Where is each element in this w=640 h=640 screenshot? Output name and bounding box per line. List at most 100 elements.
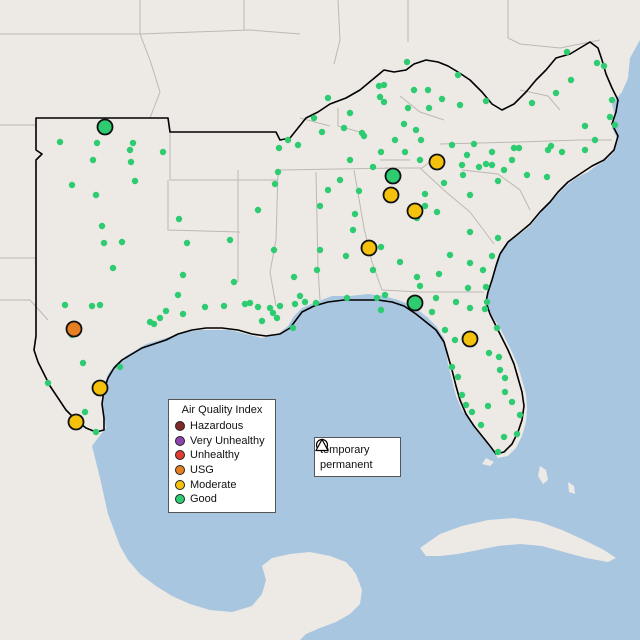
monitor-marker-moderate[interactable]: [428, 153, 446, 171]
monitor-marker-moderate[interactable]: [91, 379, 109, 397]
monitor-dot-good[interactable]: [501, 374, 509, 382]
monitor-dot-good[interactable]: [500, 166, 508, 174]
monitor-dot-good[interactable]: [516, 411, 524, 419]
monitor-dot-good[interactable]: [89, 156, 97, 164]
monitor-dot-good[interactable]: [68, 181, 76, 189]
monitor-dot-good[interactable]: [493, 324, 501, 332]
monitor-dot-good[interactable]: [174, 291, 182, 299]
monitor-dot-good[interactable]: [488, 148, 496, 156]
monitor-dot-good[interactable]: [296, 292, 304, 300]
monitor-dot-good[interactable]: [424, 86, 432, 94]
monitor-dot-good[interactable]: [375, 82, 383, 90]
monitor-dot-good[interactable]: [313, 266, 321, 274]
monitor-dot-good[interactable]: [454, 373, 462, 381]
monitor-marker-moderate[interactable]: [406, 202, 424, 220]
monitor-marker-good[interactable]: [384, 167, 402, 185]
monitor-dot-good[interactable]: [88, 302, 96, 310]
monitor-dot-good[interactable]: [346, 156, 354, 164]
monitor-dot-good[interactable]: [349, 226, 357, 234]
monitor-dot-good[interactable]: [318, 128, 326, 136]
monitor-dot-good[interactable]: [581, 146, 589, 154]
monitor-dot-good[interactable]: [432, 294, 440, 302]
monitor-dot-good[interactable]: [477, 421, 485, 429]
monitor-dot-good[interactable]: [403, 58, 411, 66]
monitor-dot-good[interactable]: [336, 176, 344, 184]
monitor-dot-good[interactable]: [61, 301, 69, 309]
monitor-dot-good[interactable]: [92, 428, 100, 436]
monitor-dot-good[interactable]: [451, 336, 459, 344]
monitor-dot-good[interactable]: [310, 114, 318, 122]
monitor-dot-good[interactable]: [324, 186, 332, 194]
monitor-dot-good[interactable]: [459, 171, 467, 179]
monitor-dot-good[interactable]: [301, 298, 309, 306]
monitor-dot-good[interactable]: [220, 302, 228, 310]
monitor-dot-good[interactable]: [494, 448, 502, 456]
monitor-dot-good[interactable]: [156, 314, 164, 322]
monitor-dot-good[interactable]: [324, 94, 332, 102]
monitor-dot-good[interactable]: [513, 430, 521, 438]
monitor-dot-good[interactable]: [343, 294, 351, 302]
monitor-dot-good[interactable]: [254, 206, 262, 214]
monitor-dot-good[interactable]: [316, 202, 324, 210]
monitor-dot-good[interactable]: [56, 138, 64, 146]
monitor-dot-good[interactable]: [273, 314, 281, 322]
monitor-dot-good[interactable]: [593, 59, 601, 67]
monitor-dot-good[interactable]: [412, 126, 420, 134]
monitor-dot-good[interactable]: [410, 86, 418, 94]
monitor-dot-good[interactable]: [289, 324, 297, 332]
monitor-dot-good[interactable]: [446, 251, 454, 259]
monitor-dot-good[interactable]: [92, 191, 100, 199]
monitor-dot-good[interactable]: [266, 304, 274, 312]
monitor-dot-good[interactable]: [482, 160, 490, 168]
monitor-dot-good[interactable]: [438, 95, 446, 103]
monitor-dot-good[interactable]: [116, 363, 124, 371]
monitor-dot-good[interactable]: [483, 298, 491, 306]
monitor-dot-good[interactable]: [448, 363, 456, 371]
monitor-dot-good[interactable]: [558, 148, 566, 156]
monitor-dot-good[interactable]: [563, 48, 571, 56]
monitor-dot-good[interactable]: [508, 156, 516, 164]
monitor-dot-good[interactable]: [468, 408, 476, 416]
monitor-dot-good[interactable]: [433, 208, 441, 216]
monitor-marker-usg[interactable]: [65, 320, 83, 338]
monitor-dot-good[interactable]: [254, 303, 262, 311]
monitor-dot-good[interactable]: [258, 317, 266, 325]
monitor-dot-good[interactable]: [127, 158, 135, 166]
monitor-dot-good[interactable]: [274, 168, 282, 176]
monitor-dot-good[interactable]: [81, 408, 89, 416]
monitor-dot-good[interactable]: [376, 93, 384, 101]
monitor-dot-good[interactable]: [380, 98, 388, 106]
monitor-dot-good[interactable]: [547, 142, 555, 150]
monitor-dot-good[interactable]: [346, 109, 354, 117]
monitor-dot-good[interactable]: [369, 163, 377, 171]
monitor-dot-good[interactable]: [591, 136, 599, 144]
monitor-dot-good[interactable]: [528, 99, 536, 107]
monitor-dot-good[interactable]: [482, 97, 490, 105]
monitor-dot-good[interactable]: [351, 210, 359, 218]
monitor-dot-good[interactable]: [316, 246, 324, 254]
monitor-dot-good[interactable]: [183, 239, 191, 247]
monitor-dot-good[interactable]: [377, 306, 385, 314]
monitor-dot-good[interactable]: [581, 122, 589, 130]
monitor-dot-good[interactable]: [377, 148, 385, 156]
monitor-dot-good[interactable]: [369, 266, 377, 274]
monitor-dot-good[interactable]: [552, 89, 560, 97]
monitor-dot-good[interactable]: [454, 71, 462, 79]
monitor-dot-good[interactable]: [93, 139, 101, 147]
monitor-dot-good[interactable]: [377, 243, 385, 251]
monitor-dot-good[interactable]: [496, 366, 504, 374]
monitor-dot-good[interactable]: [230, 278, 238, 286]
monitor-dot-good[interactable]: [448, 141, 456, 149]
monitor-dot-good[interactable]: [510, 144, 518, 152]
monitor-dot-good[interactable]: [269, 309, 277, 317]
monitor-dot-good[interactable]: [417, 136, 425, 144]
monitor-dot-good[interactable]: [466, 304, 474, 312]
monitor-dot-good[interactable]: [523, 171, 531, 179]
monitor-dot-good[interactable]: [481, 305, 489, 313]
monitor-dot-good[interactable]: [179, 310, 187, 318]
monitor-dot-good[interactable]: [342, 252, 350, 260]
monitor-dot-good[interactable]: [428, 308, 436, 316]
monitor-dot-good[interactable]: [109, 264, 117, 272]
monitor-dot-good[interactable]: [146, 318, 154, 326]
monitor-dot-good[interactable]: [391, 136, 399, 144]
